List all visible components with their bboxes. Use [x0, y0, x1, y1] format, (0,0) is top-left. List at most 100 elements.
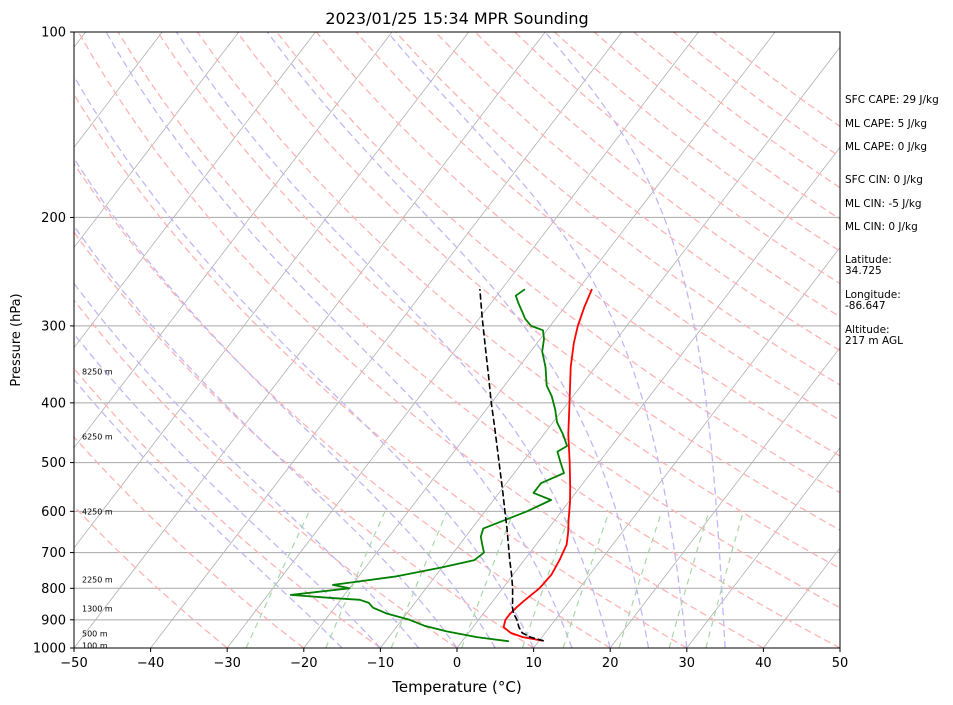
moist-adiabat-line	[74, 224, 458, 648]
background-lines	[0, 32, 840, 648]
y-tick-label: 800	[41, 582, 66, 597]
isotherm-line	[74, 32, 469, 549]
dry-adiabat-line	[355, 32, 840, 421]
y-tick-label: 400	[41, 396, 66, 411]
height-label: 100 m	[82, 641, 108, 650]
dry-adiabat-line	[514, 32, 840, 285]
x-tick-label: 40	[755, 656, 772, 671]
isotherm-line	[226, 32, 699, 648]
isotherm-line	[533, 246, 840, 648]
mixing-ratio-line	[618, 511, 663, 648]
dry-adiabat-line	[157, 32, 840, 609]
moist-adiabat-line	[74, 157, 496, 648]
x-tick-label: 20	[602, 656, 619, 671]
stat-annotation: ML CIN: 0 J/kg	[845, 221, 918, 233]
dry-adiabat-line	[74, 162, 611, 648]
stat-annotation: ML CAPE: 5 J/kg	[845, 118, 927, 130]
dry-adiabat-line	[236, 32, 840, 531]
dry-adiabat-line	[74, 436, 305, 648]
parcel-trace	[479, 288, 544, 642]
isotherm-line	[686, 447, 840, 648]
height-label: 1300 m	[82, 604, 113, 613]
height-label: 2250 m	[82, 575, 113, 584]
dry-adiabat-line	[74, 505, 228, 648]
chart-title: 2023/01/25 15:34 MPR Sounding	[325, 9, 588, 28]
x-axis-ticks: −50 −40 −30 −20 −10 0 10 20 30 40 50	[60, 648, 848, 671]
moist-adiabat-line	[266, 32, 650, 648]
isotherm-line	[609, 346, 840, 648]
isotherm-line	[74, 32, 163, 149]
plot-frame	[73, 31, 841, 649]
isotherm-line	[74, 32, 240, 249]
moist-adiabat-line	[74, 282, 420, 648]
dry-adiabat-line	[77, 32, 764, 648]
y-axis-label: Pressure (hPa)	[9, 293, 24, 386]
dry-adiabat-line	[395, 32, 840, 386]
moist-adiabat-line	[74, 74, 535, 648]
x-tick-label: 30	[679, 656, 696, 671]
dry-adiabat-line	[276, 32, 840, 494]
mixing-ratio-line	[668, 511, 710, 648]
dry-adiabat-line	[117, 32, 840, 648]
y-tick-label: 600	[41, 505, 66, 520]
y-tick-label: 900	[41, 613, 66, 628]
stat-annotation: ML CAPE: 0 J/kg	[845, 141, 927, 153]
temperature-trace	[502, 288, 593, 642]
mixing-ratio-line	[705, 511, 744, 648]
isotherm-line	[74, 32, 546, 648]
isotherm-line	[0, 32, 9, 648]
isotherm-line	[74, 32, 316, 349]
stat-annotation: SFC CIN: 0 J/kg	[845, 174, 923, 186]
y-axis-ticks: 100 200 300 400 500 600 700 800 900 1000	[33, 26, 74, 657]
x-tick-label: −30	[213, 656, 240, 671]
isotherm-line	[303, 32, 776, 648]
y-tick-label: 1000	[33, 642, 66, 657]
dry-adiabat-line	[474, 32, 840, 318]
mixing-ratio-line	[562, 511, 610, 648]
stat-annotation: ML CIN: -5 J/kg	[845, 198, 922, 210]
x-axis-label: Temperature (°C)	[391, 678, 521, 696]
dry-adiabat-line	[74, 299, 458, 648]
x-tick-label: 50	[832, 656, 849, 671]
height-label: 8250 m	[82, 368, 113, 377]
dry-adiabat-line	[74, 367, 381, 648]
dry-adiabat-line	[74, 93, 688, 648]
stat-annotation: Longitude: -86.647	[845, 289, 901, 312]
moist-adiabat-line	[544, 32, 726, 648]
moist-adiabat-line	[74, 378, 343, 648]
height-labels: 8250 m 6250 m 4250 m 2250 m 1300 m 500 m 100 m	[82, 368, 113, 651]
dry-adiabat-line	[74, 231, 534, 648]
sounding-traces	[289, 288, 593, 643]
mixing-ratio-line	[521, 511, 572, 648]
stat-annotation: SFC CAPE: 29 J/kg	[845, 94, 939, 106]
dry-adiabat-line	[196, 32, 840, 570]
x-tick-label: −50	[60, 656, 87, 671]
dry-adiabat-line	[315, 32, 840, 457]
isotherm-line	[380, 46, 840, 648]
moist-adiabat-line	[74, 332, 381, 648]
height-label: 6250 m	[82, 433, 113, 442]
y-tick-label: 200	[41, 211, 66, 226]
x-tick-label: 10	[525, 656, 542, 671]
x-tick-label: 0	[453, 656, 461, 671]
moist-adiabat-line	[386, 32, 688, 648]
dry-adiabat-line	[435, 32, 840, 352]
x-tick-label: −40	[137, 656, 164, 671]
stat-annotation: Altitude: 217 m AGL	[845, 324, 903, 347]
stats-annotations: SFC CAPE: 29 J/kg ML CAPE: 5 J/kg ML CAPE:…	[845, 94, 939, 347]
isotherm-line	[150, 32, 623, 648]
moist-adiabat-line	[175, 32, 611, 648]
isotherm-line	[456, 146, 840, 648]
dewpoint-trace	[289, 288, 568, 643]
y-tick-label: 300	[41, 319, 66, 334]
stat-annotation: Latitude: 34.725	[845, 254, 892, 277]
x-tick-label: −20	[290, 656, 317, 671]
mixing-ratio-line	[390, 511, 448, 648]
isotherm-line	[74, 32, 393, 449]
height-label: 500 m	[82, 629, 108, 638]
y-tick-label: 100	[41, 26, 66, 41]
mixing-ratio-line	[461, 511, 515, 648]
y-tick-label: 700	[41, 546, 66, 561]
moist-adiabat-line	[105, 32, 573, 648]
